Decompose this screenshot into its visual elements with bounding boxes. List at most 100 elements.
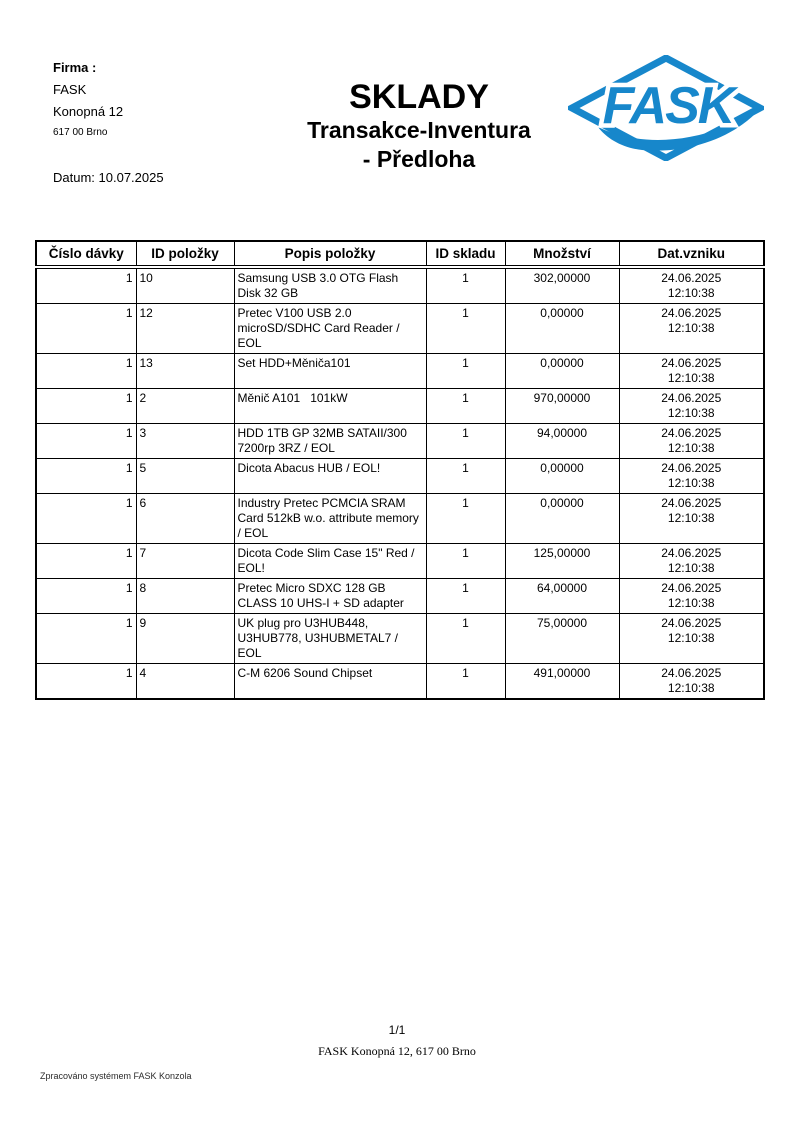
cell-created: 24.06.2025 12:10:38 [618, 303, 765, 354]
cell-quantity: 64,00000 [504, 578, 620, 614]
column-header-warehouse-id: ID skladu [425, 240, 506, 269]
page-subtitle-2: - Předloha [362, 146, 476, 172]
cell-created-time: 12:10:38 [667, 406, 715, 420]
cell-item-id: 3 [135, 423, 235, 459]
cell-warehouse-id: 1 [425, 663, 506, 700]
cell-batch: 1 [35, 613, 137, 664]
cell-description: Set HDD+Měniča101 [233, 353, 427, 389]
cell-created-time: 12:10:38 [667, 681, 715, 695]
cell-warehouse-id: 1 [425, 613, 506, 664]
company-block: Firma : FASK Konopná 12 617 00 Brno [53, 57, 123, 143]
cell-description: HDD 1TB GP 32MB SATAII/300 7200rp 3RZ / … [233, 423, 427, 459]
cell-created: 24.06.2025 12:10:38 [618, 663, 765, 700]
cell-created: 24.06.2025 12:10:38 [618, 353, 765, 389]
cell-created-time: 12:10:38 [667, 321, 715, 335]
cell-quantity: 75,00000 [504, 613, 620, 664]
cell-item-id: 13 [135, 353, 235, 389]
cell-item-id: 9 [135, 613, 235, 664]
cell-batch: 1 [35, 578, 137, 614]
cell-created: 24.06.2025 12:10:38 [618, 458, 765, 494]
logo-text: FASK [603, 77, 739, 135]
cell-description: UK plug pro U3HUB448, U3HUB778, U3HUBMET… [233, 613, 427, 664]
column-header-description: Popis položky [233, 240, 427, 269]
cell-quantity: 491,00000 [504, 663, 620, 700]
cell-created-time: 12:10:38 [667, 631, 715, 645]
cell-batch: 1 [35, 493, 137, 544]
column-header-created: Dat.vzniku [618, 240, 765, 269]
cell-batch: 1 [35, 388, 137, 424]
cell-item-id: 2 [135, 388, 235, 424]
cell-quantity: 302,00000 [504, 266, 620, 304]
cell-warehouse-id: 1 [425, 388, 506, 424]
inventory-table: Číslo dávky ID položky Popis položky ID … [35, 240, 765, 700]
cell-warehouse-id: 1 [425, 353, 506, 389]
cell-created-date: 24.06.2025 [661, 546, 722, 560]
cell-description: Dicota Abacus HUB / EOL! [233, 458, 427, 494]
cell-created: 24.06.2025 12:10:38 [618, 423, 765, 459]
page-number: 1/1 [388, 1023, 406, 1037]
cell-created: 24.06.2025 12:10:38 [618, 578, 765, 614]
logo-diamond-shape [564, 54, 768, 162]
company-name: FASK [53, 82, 87, 97]
cell-item-id: 5 [135, 458, 235, 494]
table-header-row: Číslo dávky ID položky Popis položky ID … [35, 240, 765, 269]
cell-created-time: 12:10:38 [667, 511, 715, 525]
company-city: 617 00 Brno [53, 127, 108, 138]
table-row: 1 2 Měnič A101 101kW 1 970,00000 24.06.2… [35, 388, 765, 424]
cell-created: 24.06.2025 12:10:38 [618, 388, 765, 424]
column-header-quantity: Množství [504, 240, 620, 269]
fask-logo: FASK [564, 54, 768, 162]
cell-batch: 1 [35, 423, 137, 459]
cell-quantity: 0,00000 [504, 458, 620, 494]
cell-quantity: 0,00000 [504, 493, 620, 544]
cell-created-date: 24.06.2025 [661, 271, 722, 285]
cell-created: 24.06.2025 12:10:38 [618, 543, 765, 579]
table-row: 1 3 HDD 1TB GP 32MB SATAII/300 7200rp 3R… [35, 423, 765, 459]
cell-quantity: 125,00000 [504, 543, 620, 579]
company-label: Firma : [53, 60, 97, 75]
cell-batch: 1 [35, 303, 137, 354]
footer-address: FASK Konopná 12, 617 00 Brno [318, 1044, 476, 1058]
cell-batch: 1 [35, 543, 137, 579]
cell-item-id: 7 [135, 543, 235, 579]
cell-item-id: 12 [135, 303, 235, 354]
cell-warehouse-id: 1 [425, 266, 506, 304]
cell-description: C-M 6206 Sound Chipset [233, 663, 427, 700]
cell-description: Pretec Micro SDXC 128 GB CLASS 10 UHS-I … [233, 578, 427, 614]
report-title-block: SKLADY Transakce-Inventura - Předloha [228, 78, 610, 174]
table-row: 1 6 Industry Pretec PCMCIA SRAM Card 512… [35, 493, 765, 544]
table-row: 1 9 UK plug pro U3HUB448, U3HUB778, U3HU… [35, 613, 765, 664]
cell-warehouse-id: 1 [425, 423, 506, 459]
report-date: Datum: 10.07.2025 [53, 170, 164, 185]
page-subtitle-1: Transakce-Inventura [307, 117, 531, 143]
cell-created-time: 12:10:38 [667, 596, 715, 610]
cell-warehouse-id: 1 [425, 493, 506, 544]
cell-quantity: 0,00000 [504, 353, 620, 389]
cell-created-date: 24.06.2025 [661, 616, 722, 630]
logo-swoosh-shape [598, 113, 756, 151]
cell-created: 24.06.2025 12:10:38 [618, 493, 765, 544]
cell-created-date: 24.06.2025 [661, 426, 722, 440]
table-row: 1 5 Dicota Abacus HUB / EOL! 1 0,00000 2… [35, 458, 765, 494]
cell-description: Dicota Code Slim Case 15" Red / EOL! [233, 543, 427, 579]
cell-created-time: 12:10:38 [667, 561, 715, 575]
cell-created: 24.06.2025 12:10:38 [618, 266, 765, 304]
cell-created-date: 24.06.2025 [661, 666, 722, 680]
cell-created: 24.06.2025 12:10:38 [618, 613, 765, 664]
fask-logo-icon: FASK [564, 54, 768, 162]
cell-description: Industry Pretec PCMCIA SRAM Card 512kB w… [233, 493, 427, 544]
table-row: 1 10 Samsung USB 3.0 OTG Flash Disk 32 G… [35, 266, 765, 304]
cell-batch: 1 [35, 353, 137, 389]
table-row: 1 8 Pretec Micro SDXC 128 GB CLASS 10 UH… [35, 578, 765, 614]
cell-warehouse-id: 1 [425, 303, 506, 354]
cell-warehouse-id: 1 [425, 578, 506, 614]
cell-quantity: 0,00000 [504, 303, 620, 354]
cell-batch: 1 [35, 663, 137, 700]
cell-created-time: 12:10:38 [667, 286, 715, 300]
cell-quantity: 970,00000 [504, 388, 620, 424]
cell-description: Samsung USB 3.0 OTG Flash Disk 32 GB [233, 266, 427, 304]
cell-created-date: 24.06.2025 [661, 306, 722, 320]
cell-item-id: 10 [135, 266, 235, 304]
table-row: 1 13 Set HDD+Měniča101 1 0,00000 24.06.2… [35, 353, 765, 389]
cell-created-date: 24.06.2025 [661, 461, 722, 475]
